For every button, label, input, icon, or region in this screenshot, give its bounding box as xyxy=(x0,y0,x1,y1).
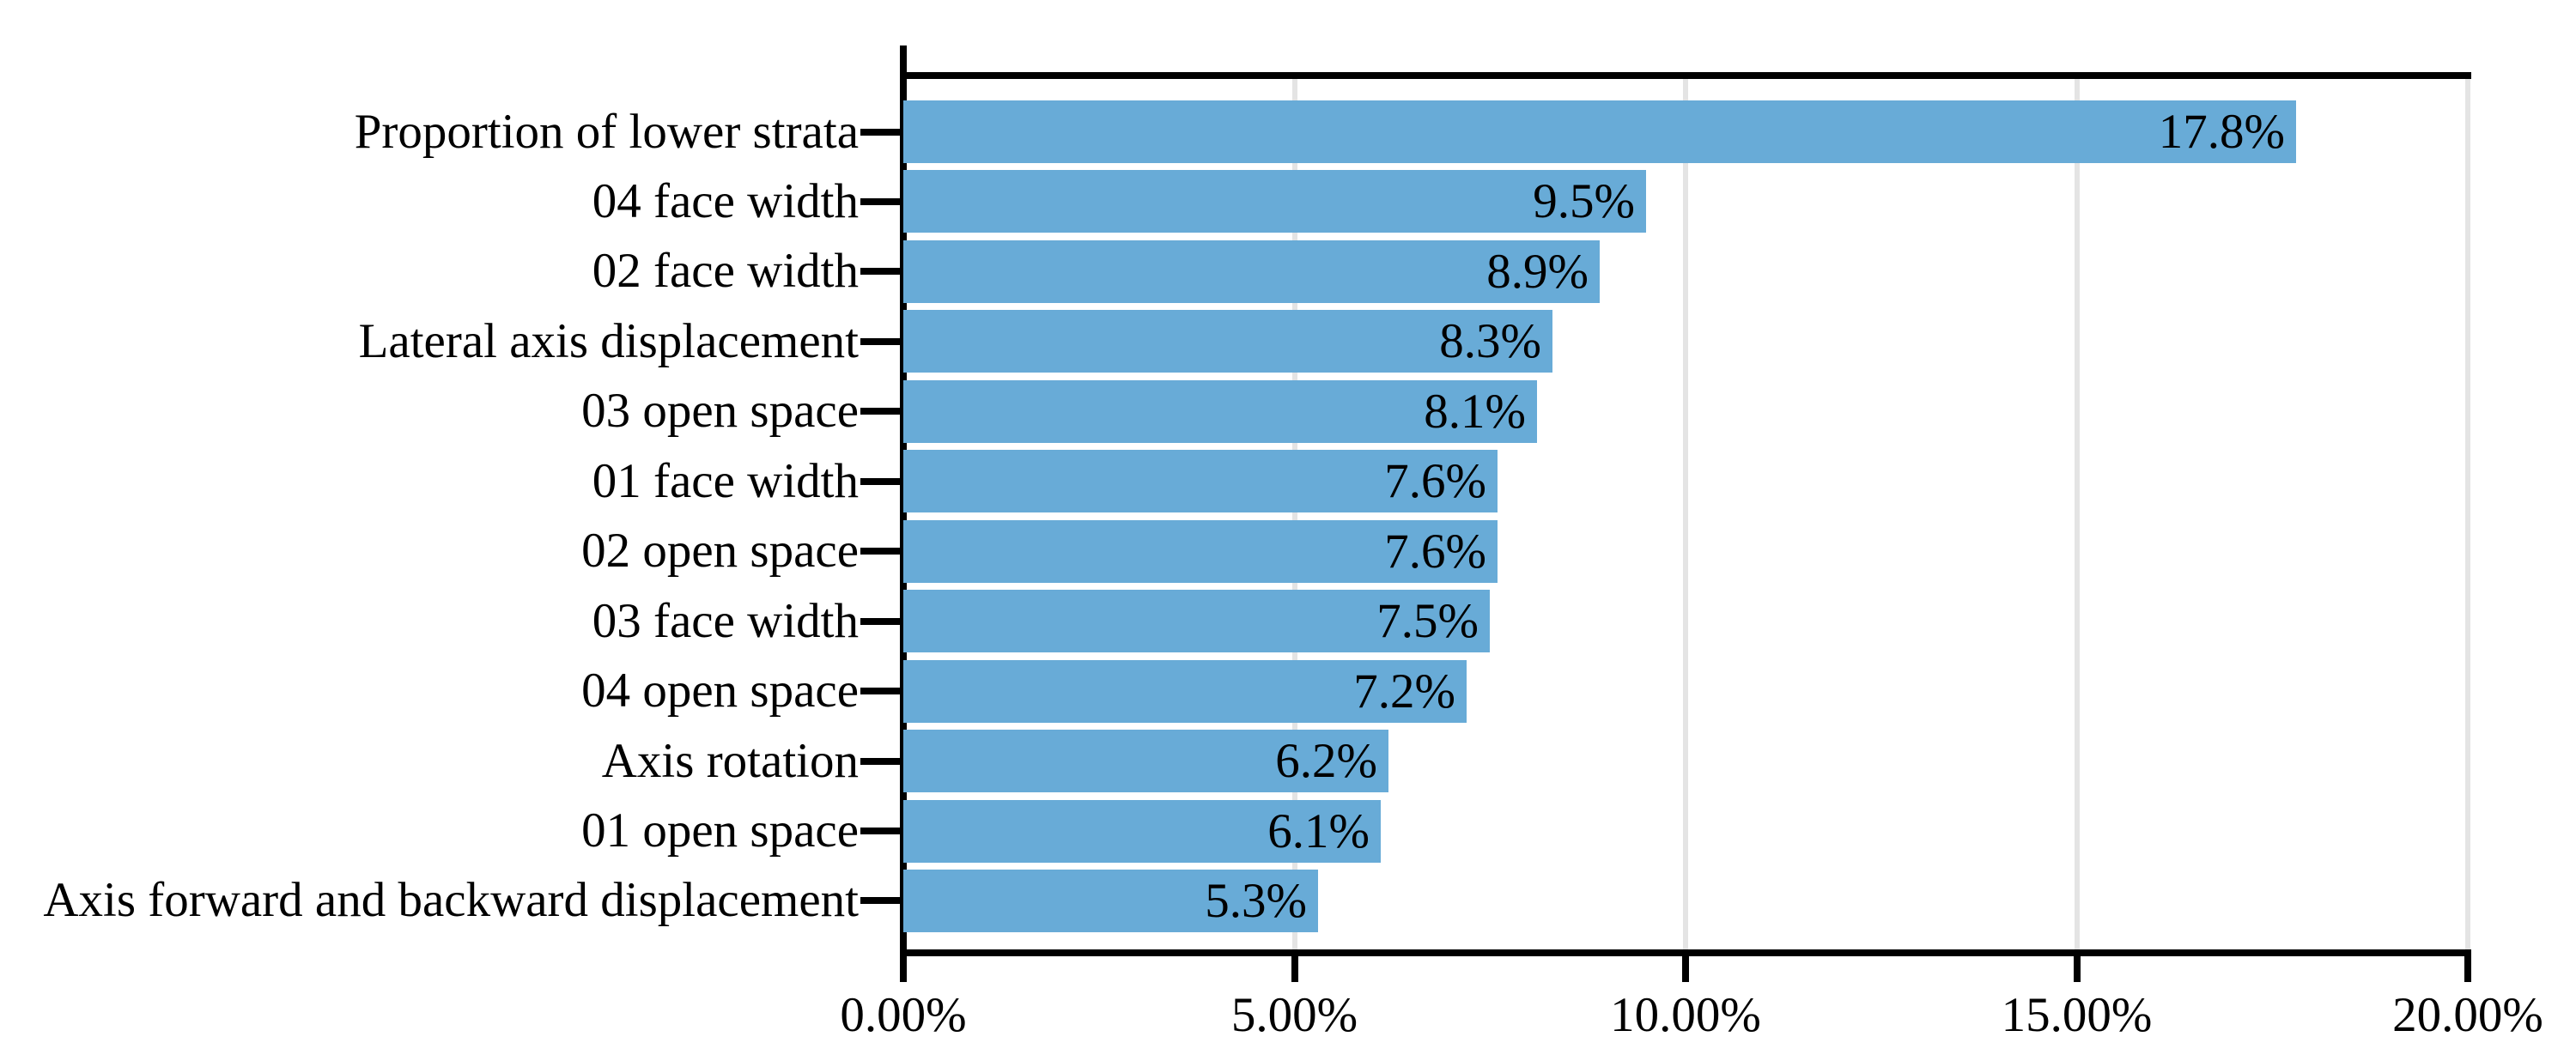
bar: 7.5% xyxy=(903,590,1490,653)
category-label: 04 face width xyxy=(592,173,859,228)
x-axis-tick-label: 10.00% xyxy=(1610,988,1761,1042)
category-label: Proportion of lower strata xyxy=(354,104,859,159)
x-axis-tick-mark xyxy=(2464,956,2471,982)
vertical-gridline xyxy=(2465,79,2470,949)
category-tick-mark xyxy=(860,617,903,625)
bar-value-label: 8.9% xyxy=(1486,244,1589,299)
bar-value-label: 9.5% xyxy=(1533,174,1635,229)
bar-value-label: 7.5% xyxy=(1376,594,1479,649)
bar: 8.1% xyxy=(903,379,1537,443)
bar: 6.2% xyxy=(903,730,1388,793)
plot-top-border-line xyxy=(903,72,2471,79)
bar: 8.9% xyxy=(903,239,1600,303)
category-label: 04 open space xyxy=(581,664,859,718)
x-axis-line xyxy=(900,949,2471,956)
category-tick-mark xyxy=(860,197,903,205)
bar: 8.3% xyxy=(903,310,1552,373)
bar-value-label: 8.3% xyxy=(1439,314,1541,369)
vertical-gridline xyxy=(1291,79,1297,949)
category-tick-mark xyxy=(860,477,903,485)
category-tick-mark xyxy=(860,548,903,555)
vertical-gridline xyxy=(2074,79,2080,949)
category-label: Lateral axis displacement xyxy=(358,313,859,368)
x-axis-tick-mark xyxy=(1291,956,1298,982)
bar-value-label: 7.6% xyxy=(1384,524,1486,579)
bar-value-label: 17.8% xyxy=(2158,105,2285,159)
category-label: 02 face width xyxy=(592,244,859,299)
x-axis-tick-mark xyxy=(2073,956,2081,982)
bar-value-label: 6.2% xyxy=(1275,734,1377,789)
bar: 9.5% xyxy=(903,170,1646,233)
x-axis-tick-label: 20.00% xyxy=(2392,988,2543,1042)
x-axis-tick-label: 5.00% xyxy=(1230,988,1358,1042)
bar: 7.6% xyxy=(903,450,1498,513)
category-tick-mark xyxy=(860,828,903,834)
category-label: 03 open space xyxy=(581,384,859,439)
category-tick-mark xyxy=(860,268,903,276)
bar-value-label: 8.1% xyxy=(1424,384,1526,439)
category-label: 03 face width xyxy=(592,593,859,648)
category-tick-mark xyxy=(860,128,903,136)
bar-value-label: 6.1% xyxy=(1267,803,1370,858)
y-axis-line xyxy=(900,45,907,982)
bar-value-label: 7.6% xyxy=(1384,454,1486,509)
x-axis-tick-mark xyxy=(1682,956,1689,982)
category-label: 01 face width xyxy=(592,453,859,508)
category-label: Axis rotation xyxy=(601,733,859,788)
x-axis-tick-label: 15.00% xyxy=(2001,988,2153,1042)
bar: 7.6% xyxy=(903,519,1498,583)
vertical-gridline xyxy=(1683,79,1688,949)
x-axis-tick-label: 0.00% xyxy=(840,988,967,1042)
category-label: Axis forward and backward displacement xyxy=(43,873,859,928)
bar: 5.3% xyxy=(903,869,1318,932)
category-tick-mark xyxy=(860,757,903,765)
bar: 17.8% xyxy=(903,100,2296,163)
category-tick-mark xyxy=(860,897,903,905)
category-tick-mark xyxy=(860,408,903,415)
category-label: 02 open space xyxy=(581,524,859,579)
category-tick-mark xyxy=(860,337,903,345)
category-tick-mark xyxy=(860,688,903,695)
bar-value-label: 7.2% xyxy=(1353,664,1455,718)
category-label: 01 open space xyxy=(581,803,859,858)
bar-value-label: 5.3% xyxy=(1205,873,1307,928)
bar: 7.2% xyxy=(903,659,1467,723)
bar: 6.1% xyxy=(903,799,1381,863)
